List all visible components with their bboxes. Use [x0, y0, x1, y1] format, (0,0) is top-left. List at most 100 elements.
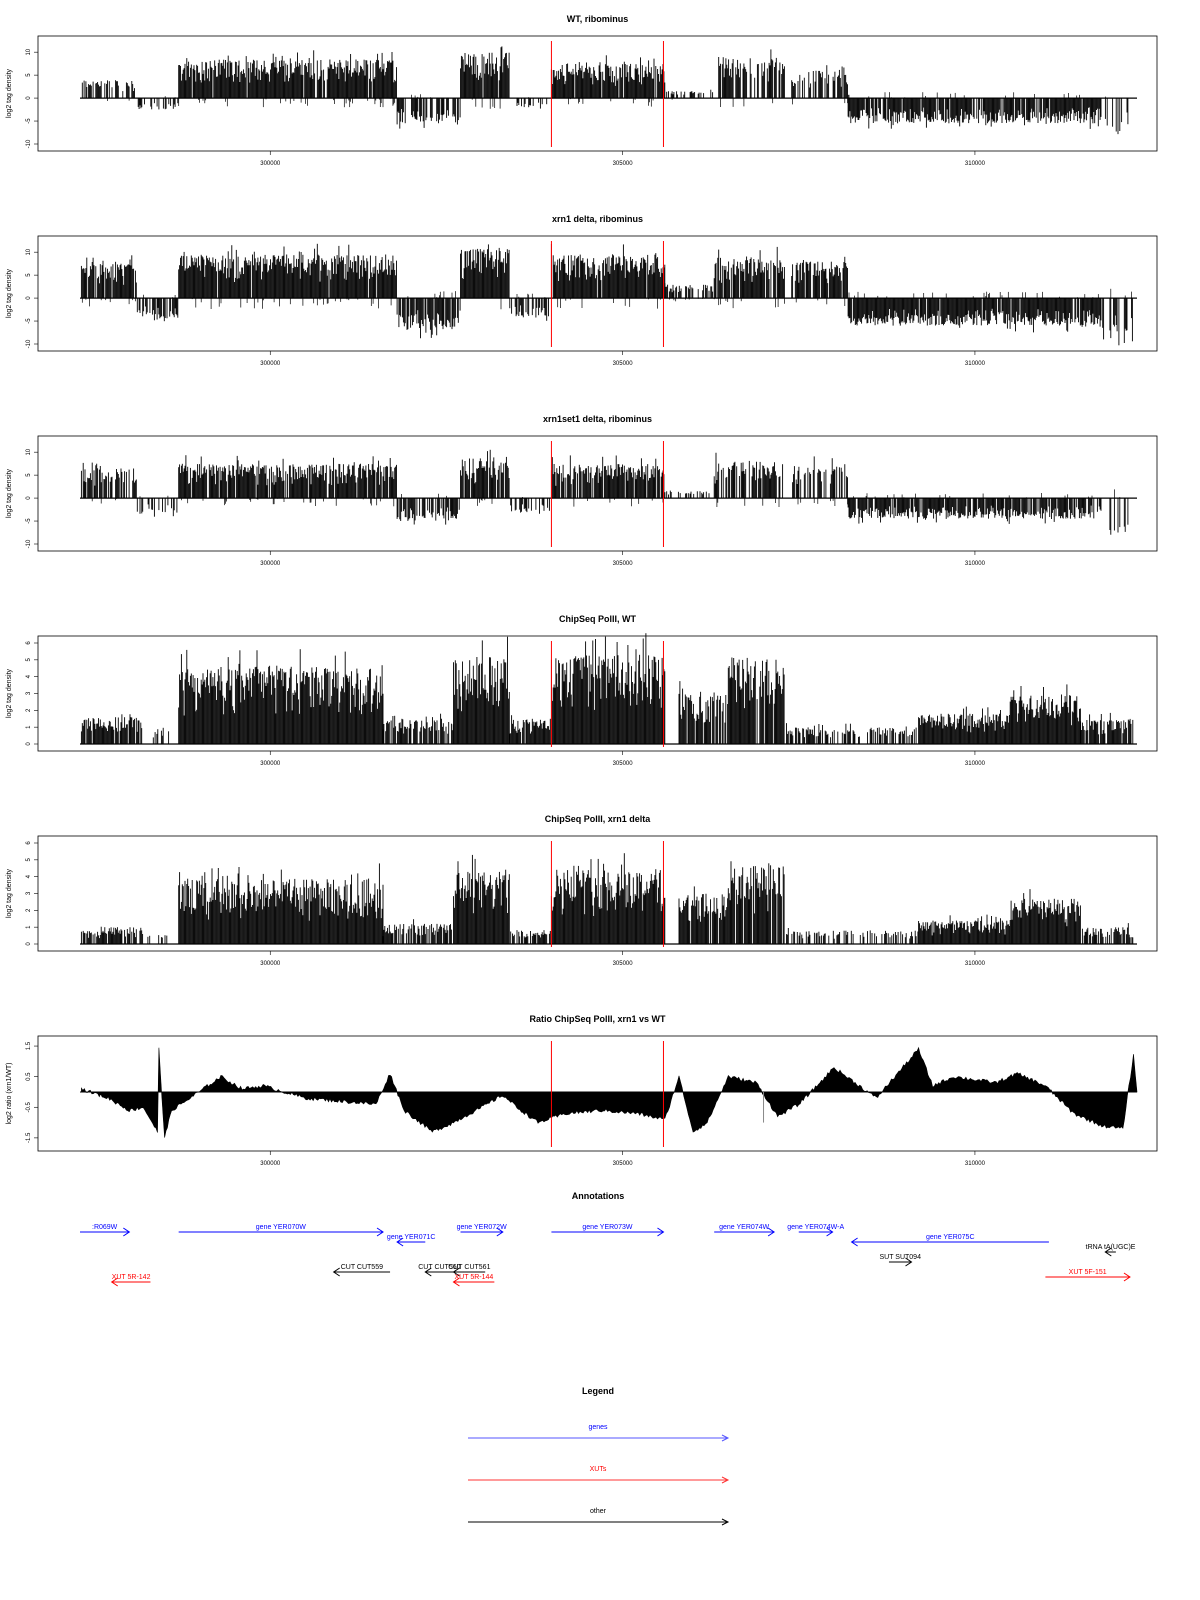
data-segment: [550, 455, 665, 507]
data-segment: [791, 256, 848, 306]
data-segment: [80, 255, 137, 307]
data-segment: [1109, 489, 1129, 535]
x-tick-label: 310000: [965, 161, 986, 167]
y-tick-label: -5: [26, 318, 32, 324]
x-tick-label: 305000: [613, 361, 634, 367]
data-segment: [664, 490, 710, 499]
data-segment: [396, 291, 461, 339]
x-tick-label: 305000: [613, 961, 634, 967]
y-tick-label: 5: [26, 473, 32, 477]
data-segment: [678, 681, 729, 744]
y-tick-label: 1: [26, 925, 32, 929]
chart-title: WT, ribominus: [567, 14, 629, 24]
chart-title: xrn1set1 delta, ribominus: [543, 414, 652, 424]
data-segment: [791, 65, 848, 105]
y-tick-label: 5: [26, 658, 32, 662]
data-segment: [382, 919, 452, 944]
y-tick-label: 4: [26, 874, 32, 878]
y-tick-label: -10: [26, 539, 32, 548]
data-segment: [453, 854, 510, 944]
data-segment: [550, 853, 666, 944]
data-series: [80, 853, 1134, 944]
data-segment: [453, 636, 510, 744]
data-segment: [847, 291, 1102, 333]
x-tick-label: 310000: [965, 561, 986, 567]
x-tick-label: 310000: [965, 361, 986, 367]
data-segment: [509, 293, 549, 321]
data-series: [81, 46, 1129, 135]
data-segment: [510, 930, 551, 944]
y-tick-label: 10: [26, 48, 32, 55]
data-segment: [147, 935, 168, 944]
y-tick-label: 6: [26, 641, 32, 645]
x-tick-label: 300000: [260, 761, 281, 767]
data-segment: [550, 55, 666, 107]
y-tick-label: 6: [26, 841, 32, 845]
chart-title: ChipSeq PolII, WT: [559, 614, 636, 624]
y-tick-label: 5: [26, 858, 32, 862]
x-tick-label: 305000: [613, 761, 634, 767]
y-tick-label: 2: [26, 908, 32, 912]
data-segment: [80, 714, 143, 744]
y-tick-label: 5: [26, 73, 32, 77]
chart-title: ChipSeq PolII, xrn1 delta: [545, 814, 652, 824]
y-tick-label: 0: [26, 96, 32, 100]
data-segment: [847, 92, 1102, 129]
plot-frame: [37, 235, 1158, 352]
plot-frame: [37, 435, 1158, 552]
y-tick-label: -10: [26, 339, 32, 348]
data-segment: [396, 493, 460, 525]
chart-panel-4: ChipSeq PolII, WT log2 tag density 0 1 2 3 4 5 6…: [6, 614, 1158, 767]
data-segment: [1104, 96, 1129, 135]
data-segment: [786, 723, 917, 744]
data-segment: [1080, 712, 1134, 744]
chart-title: xrn1 delta, ribominus: [552, 214, 643, 224]
y-axis-label: log2 tag density: [6, 268, 13, 318]
chart-panel-3: xrn1set1 delta, ribominus log2 tag densit…: [6, 414, 1158, 567]
data-segment: [178, 863, 384, 944]
y-tick-label: 10: [26, 448, 32, 455]
chart-panel-5: ChipSeq PolII, xrn1 delta log2 tag densit…: [6, 814, 1158, 967]
data-segment: [510, 497, 550, 514]
x-tick-label: 305000: [613, 561, 634, 567]
y-tick-label: 3: [26, 691, 32, 695]
y-axis-label: log2 tag density: [6, 68, 13, 118]
data-segment: [80, 462, 137, 504]
data-segment: [460, 46, 510, 109]
data-segment: [178, 243, 397, 309]
data-segment: [727, 861, 785, 944]
y-tick-label: -5: [26, 518, 32, 524]
data-segment: [727, 657, 785, 744]
data-segment: [136, 495, 178, 517]
data-segment: [550, 244, 666, 309]
data-segment: [713, 246, 785, 309]
y-tick-label: 2: [26, 708, 32, 712]
y-tick-label: 1: [26, 725, 32, 729]
data-segment: [178, 50, 397, 108]
data-segment: [516, 97, 548, 109]
data-series: [80, 633, 1134, 744]
data-segment: [718, 49, 785, 107]
y-axis-label: log2 tag density: [6, 668, 13, 718]
x-tick-label: 305000: [613, 161, 634, 167]
data-segment: [713, 452, 784, 507]
chart-panel-1: WT, ribominus log2 tag density -10 -5 0 5 10 30…: [6, 14, 1158, 167]
data-segment: [509, 715, 551, 744]
data-segment: [136, 294, 179, 322]
x-tick-label: 310000: [965, 961, 986, 967]
y-tick-label: -5: [26, 118, 32, 124]
data-segment: [847, 493, 1102, 524]
data-segment: [1102, 288, 1133, 346]
data-segment: [152, 727, 170, 744]
data-series: [80, 243, 1133, 346]
y-tick-label: 0: [26, 742, 32, 746]
data-segment: [178, 455, 397, 507]
data-segment: [382, 713, 454, 744]
data-segment: [550, 633, 666, 744]
x-tick-label: 310000: [965, 761, 986, 767]
y-tick-label: -10: [26, 139, 32, 148]
plot-frame: [37, 35, 1158, 152]
y-tick-label: 0: [26, 496, 32, 500]
